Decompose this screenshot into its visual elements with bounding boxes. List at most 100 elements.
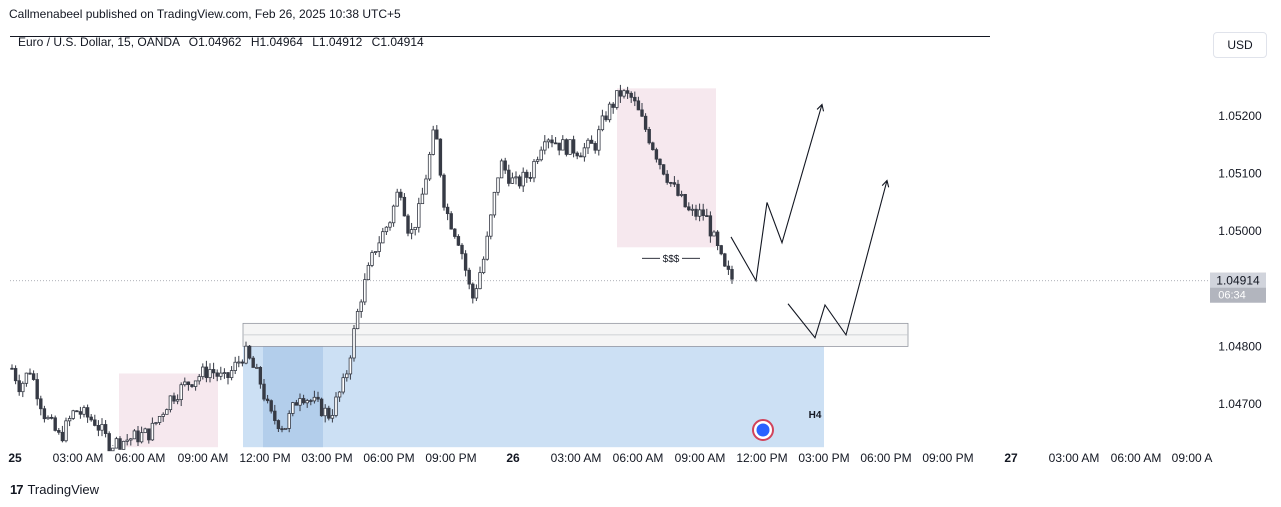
time-tick-label: 27	[1004, 451, 1018, 465]
countdown-label: 06:34	[1218, 290, 1246, 302]
open-label: O	[188, 35, 199, 49]
time-tick-label: 03:00 AM	[53, 451, 104, 465]
candle-body	[636, 100, 641, 111]
candle-body	[712, 231, 716, 237]
candle-body	[607, 103, 612, 121]
candle-body	[154, 422, 158, 424]
candle-body	[172, 395, 176, 402]
candle-body	[197, 376, 201, 382]
candle-body	[107, 433, 111, 452]
candle-body	[532, 160, 536, 179]
candle-body	[78, 411, 83, 415]
candle-body	[57, 430, 61, 433]
candle-body	[17, 380, 21, 393]
current-price-tag-top	[1210, 272, 1266, 288]
candle-body	[557, 142, 561, 151]
projection-arrowhead-1	[816, 103, 825, 112]
candle-body	[31, 373, 36, 380]
tradingview-logo-icon: 17	[10, 482, 24, 497]
candle-body	[294, 402, 299, 406]
time-tick-label: 12:00 PM	[736, 451, 787, 465]
candle-body	[463, 253, 468, 271]
currency-button[interactable]: USD	[1213, 32, 1267, 58]
candle-body	[373, 251, 378, 253]
candle-body	[348, 357, 353, 375]
high-value: 1.04964	[259, 35, 303, 49]
candle-body	[240, 361, 245, 364]
candle-body	[208, 369, 212, 379]
candle-body	[579, 155, 583, 158]
symbol-name[interactable]: Euro / U.S. Dollar, 15, OANDA	[18, 35, 180, 49]
candle-body	[672, 182, 677, 185]
candle-body	[233, 361, 237, 371]
candle-body	[503, 160, 507, 171]
time-axis[interactable]: 25 03:00 AM 06:00 AM 09:00 AM 12:00 PM 03:00 …	[8, 451, 1212, 465]
candle-body	[330, 415, 335, 419]
candle-body	[186, 381, 191, 386]
candle-body	[301, 398, 306, 404]
candle-body	[492, 191, 497, 216]
candle-body	[478, 272, 482, 290]
candle-body	[89, 416, 93, 421]
candle-body	[305, 400, 309, 404]
candle-body	[460, 244, 464, 255]
candle-body	[438, 138, 443, 176]
candle-body	[139, 432, 144, 443]
candle-body	[409, 229, 414, 234]
candle-body	[597, 129, 601, 151]
candle-body	[226, 372, 230, 379]
footer-logo[interactable]: 17 TradingView	[10, 482, 99, 497]
time-tick-label: 09:00 PM	[922, 451, 973, 465]
price-axis[interactable]: 1.05200 1.05100 1.05000 1.04800 1.04700 1.049…	[1210, 109, 1266, 411]
candle-body	[269, 400, 273, 412]
candles-layer	[10, 84, 734, 452]
time-tick-label: 03:00 AM	[551, 451, 602, 465]
candle-body	[604, 115, 608, 121]
time-tick-label: 09:00 AM	[178, 451, 229, 465]
low-value: 1.04912	[318, 35, 363, 49]
candle-body	[46, 416, 50, 420]
candle-body	[381, 231, 385, 244]
candle-body	[708, 215, 713, 237]
time-tick-label: 09:00 A	[1172, 451, 1213, 465]
candle-body	[309, 400, 313, 402]
candle-body	[21, 382, 25, 393]
time-tick-label: 06:00 AM	[613, 451, 664, 465]
candle-body	[535, 159, 540, 162]
candle-body	[96, 425, 101, 431]
zones-layer	[119, 88, 909, 448]
candle-body	[586, 139, 590, 149]
candle-body	[183, 381, 187, 386]
time-tick-label: 06:00 PM	[860, 451, 911, 465]
candle-body	[485, 235, 489, 260]
projection-arrowhead-2	[881, 179, 890, 188]
candle-body	[201, 366, 205, 378]
candle-body	[247, 345, 252, 359]
candle-body	[35, 379, 39, 400]
projection-path-1	[730, 104, 823, 283]
candle-body	[222, 372, 227, 374]
candle-body	[413, 226, 417, 231]
candle-body	[60, 431, 65, 442]
time-tick-label: 09:00 AM	[675, 451, 726, 465]
candle-body	[229, 370, 234, 379]
candle-body	[575, 152, 579, 157]
candle-body	[312, 396, 317, 402]
candle-body	[118, 438, 122, 450]
candle-body	[283, 427, 288, 430]
candle-body	[276, 420, 281, 430]
candle-body	[53, 417, 57, 431]
candle-body	[406, 215, 410, 234]
projections-layer	[730, 103, 890, 339]
candle-body	[100, 424, 104, 431]
candle-body	[658, 158, 662, 166]
candle-body	[28, 372, 32, 375]
candle-body	[265, 398, 270, 402]
candle-body	[553, 142, 558, 145]
candle-body	[129, 438, 133, 441]
candle-body	[514, 176, 518, 179]
candle-body	[244, 345, 248, 364]
candle-body	[615, 90, 619, 108]
candle-body	[683, 194, 687, 208]
